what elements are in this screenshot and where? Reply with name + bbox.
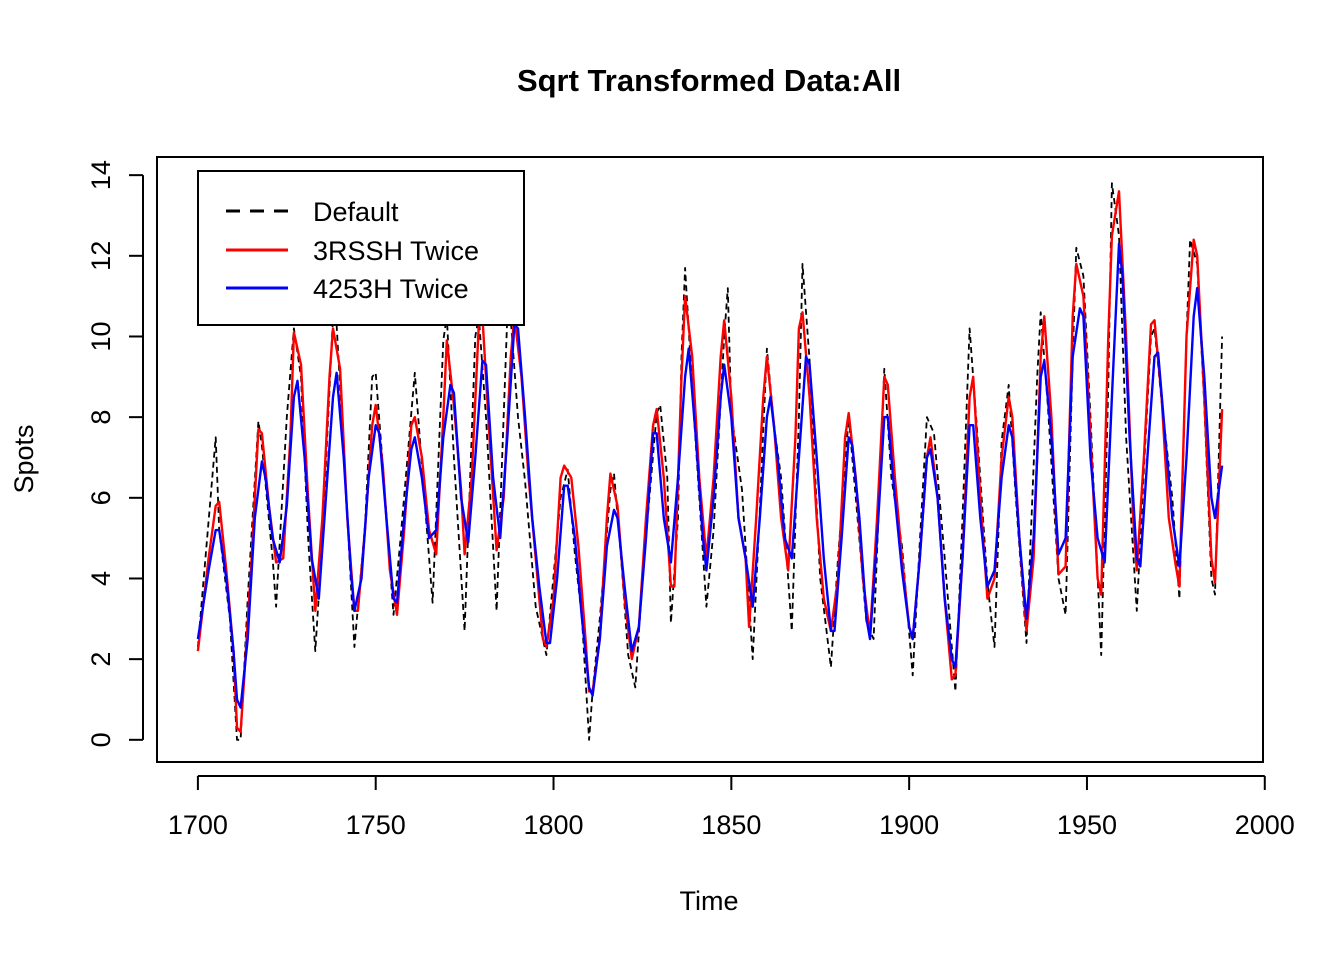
x-tick-label: 2000 [1235, 810, 1295, 840]
y-tick-label: 6 [86, 490, 116, 505]
legend-label-4253h: 4253H Twice [313, 274, 469, 304]
y-tick-label: 8 [86, 410, 116, 425]
y-tick-label: 4 [86, 571, 116, 586]
legend-label-3rssh: 3RSSH Twice [313, 236, 479, 266]
y-tick-label: 14 [86, 160, 116, 190]
x-axis-label: Time [680, 886, 739, 916]
x-tick-label: 1850 [701, 810, 761, 840]
legend-label-default: Default [313, 197, 399, 227]
plot-frame [156, 156, 1264, 763]
y-axis-label: Spots [9, 424, 39, 493]
series-4253h-twice-line [196, 242, 1224, 709]
legend-box [197, 170, 525, 326]
y-tick-label: 0 [86, 732, 116, 747]
legend: Default 3RSSH Twice 4253H Twice [197, 170, 525, 326]
x-tick-label: 1750 [346, 810, 406, 840]
chart-title: Sqrt Transformed Data:All [517, 63, 901, 98]
x-tick-label: 1950 [1057, 810, 1117, 840]
series-layer [196, 182, 1224, 741]
y-tick-label: 2 [86, 652, 116, 667]
x-tick-label: 1700 [168, 810, 228, 840]
y-tick-label: 10 [86, 321, 116, 351]
x-tick-label: 1900 [879, 810, 939, 840]
y-tick-label: 12 [86, 241, 116, 271]
x-tick-label: 1800 [523, 810, 583, 840]
x-axis: 1700 1750 1800 1850 1900 1950 2000 [168, 775, 1295, 840]
y-axis: 0 2 4 6 8 10 12 14 [86, 160, 144, 747]
